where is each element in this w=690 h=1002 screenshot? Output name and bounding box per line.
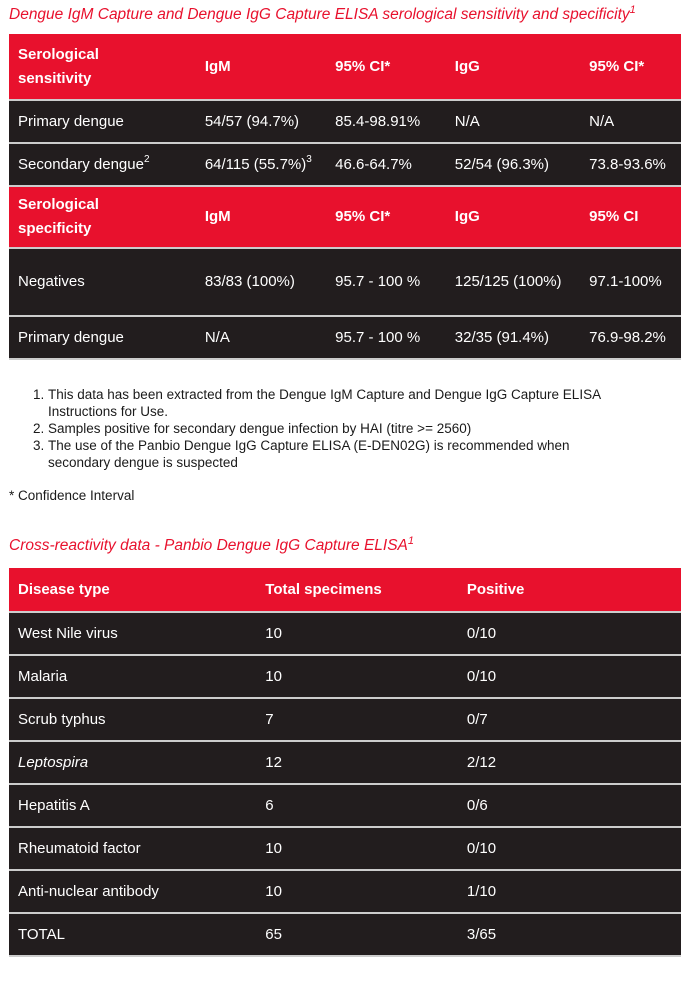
footnote-list: This data has been extracted from the De… — [9, 386, 609, 471]
row-label-cell: Primary dengue — [9, 99, 196, 143]
positive-cell: 0/7 — [457, 697, 681, 741]
header-cell-positive: Positive — [457, 568, 681, 612]
igm-value-cell: 54/57 (94.7%) — [195, 99, 327, 143]
table-row-leptospira: Leptospira 12 2/12 — [9, 740, 681, 784]
header-cell-igg-ci: 95% CI* — [580, 34, 681, 100]
igg-value-cell: 52/54 (96.3%) — [445, 142, 581, 186]
disease-cell: West Nile virus — [9, 611, 257, 655]
header-label-line2: specificity — [18, 220, 92, 237]
positive-cell: 0/10 — [457, 826, 681, 870]
positive-cell: 0/10 — [457, 611, 681, 655]
igm-ci-cell: 85.4-98.91% — [326, 99, 446, 143]
igm-ci-cell: 46.6-64.7% — [326, 142, 446, 186]
disease-cell: Malaria — [9, 654, 257, 698]
table2-title-footnote-ref: 1 — [407, 534, 415, 547]
igm-value-cell: N/A — [195, 315, 327, 359]
confidence-interval-note: * Confidence Interval — [9, 488, 135, 503]
cross-reactivity-header-row: Disease type Total specimens Positive — [9, 568, 681, 612]
table2-title: Cross-reactivity data - Panbio Dengue Ig… — [9, 534, 681, 556]
table-row-scrub-typhus: Scrub typhus 7 0/7 — [9, 697, 681, 741]
table2-title-text: Cross-reactivity data - Panbio Dengue Ig… — [9, 537, 408, 554]
footnote-ref-3: 3 — [306, 153, 312, 165]
table-row-primary-dengue-sensitivity: Primary dengue 54/57 (94.7%) 85.4-98.91%… — [9, 99, 681, 143]
row-label-cell: Negatives — [9, 247, 196, 316]
total-cell: 7 — [256, 697, 458, 741]
table-row-malaria: Malaria 10 0/10 — [9, 654, 681, 698]
positive-cell: 1/10 — [457, 869, 681, 913]
header-label-line1: Serological — [18, 196, 99, 213]
igg-ci-cell: 97.1-100% — [580, 247, 681, 316]
footnote-1: This data has been extracted from the De… — [48, 386, 609, 420]
positive-cell: 3/65 — [457, 912, 681, 956]
disease-cell: Scrub typhus — [9, 697, 257, 741]
igm-ci-cell: 95.7 - 100 % — [326, 315, 446, 359]
row-label: Secondary dengue — [18, 155, 144, 173]
sensitivity-specificity-table: Serological sensitivity IgM 95% CI* IgG 9… — [9, 34, 681, 360]
positive-cell: 0/10 — [457, 654, 681, 698]
row-label-cell: Secondary dengue2 — [9, 142, 196, 186]
cross-reactivity-table: Disease type Total specimens Positive We… — [9, 568, 681, 957]
table1-title: Dengue IgM Capture and Dengue IgG Captur… — [9, 3, 681, 25]
igg-value-cell: 125/125 (100%) — [445, 247, 581, 316]
igm-ci-cell: 95.7 - 100 % — [326, 247, 446, 316]
table1-title-text: Dengue IgM Capture and Dengue IgG Captur… — [9, 6, 630, 23]
table1-title-footnote-ref: 1 — [629, 3, 636, 16]
table-row-hepatitis-a: Hepatitis A 6 0/6 — [9, 783, 681, 827]
sensitivity-header-row: Serological sensitivity IgM 95% CI* IgG 9… — [9, 34, 681, 100]
specificity-header-row: Serological specificity IgM 95% CI* IgG 9… — [9, 185, 681, 248]
header-cell-igg: IgG — [445, 185, 581, 248]
table-row-rheumatoid-factor: Rheumatoid factor 10 0/10 — [9, 826, 681, 870]
total-cell: 12 — [256, 740, 458, 784]
header-cell-igm: IgM — [195, 185, 327, 248]
row-label-cell: Primary dengue — [9, 315, 196, 359]
disease-cell: Anti-nuclear antibody — [9, 869, 257, 913]
table-row-west-nile-virus: West Nile virus 10 0/10 — [9, 611, 681, 655]
document-page: Dengue IgM Capture and Dengue IgG Captur… — [0, 0, 690, 973]
header-cell-igm: IgM — [195, 34, 327, 100]
table-row-anti-nuclear-antibody: Anti-nuclear antibody 10 1/10 — [9, 869, 681, 913]
igg-ci-cell: 76.9-98.2% — [580, 315, 681, 359]
table-row-total: TOTAL 65 3/65 — [9, 912, 681, 956]
header-cell-igg-ci: 95% CI — [580, 185, 681, 248]
header-label-line1: Serological — [18, 45, 99, 63]
header-label-line2: sensitivity — [18, 69, 92, 87]
total-cell: 10 — [256, 826, 458, 870]
footnote-2: Samples positive for secondary dengue in… — [48, 420, 609, 437]
disease-cell: Hepatitis A — [9, 783, 257, 827]
table-row-secondary-dengue-sensitivity: Secondary dengue2 64/115 (55.7%)3 46.6-6… — [9, 142, 681, 186]
table-row-primary-dengue-specificity: Primary dengue N/A 95.7 - 100 % 32/35 (9… — [9, 315, 681, 359]
header-cell-igg: IgG — [445, 34, 581, 100]
igg-value-cell: 32/35 (91.4%) — [445, 315, 581, 359]
igm-value: 64/115 (55.7%) — [204, 155, 307, 173]
footnote-ref-2: 2 — [143, 153, 150, 165]
header-cell-igm-ci: 95% CI* — [326, 34, 446, 100]
table-row-negatives-specificity: Negatives 83/83 (100%) 95.7 - 100 % 125/… — [9, 247, 681, 316]
header-cell-serological-sensitivity: Serological sensitivity — [9, 34, 196, 100]
igg-value-cell: N/A — [445, 99, 581, 143]
total-cell: 10 — [256, 869, 458, 913]
header-cell-serological-specificity: Serological specificity — [9, 185, 196, 248]
positive-cell: 2/12 — [457, 740, 681, 784]
header-cell-disease-type: Disease type — [9, 568, 257, 612]
header-cell-igm-ci: 95% CI* — [326, 185, 446, 248]
total-cell: 6 — [256, 783, 458, 827]
total-cell: 65 — [256, 912, 458, 956]
footnotes-block: This data has been extracted from the De… — [9, 386, 681, 504]
total-cell: 10 — [256, 654, 458, 698]
row-label: Primary dengue — [18, 112, 124, 130]
positive-cell: 0/6 — [457, 783, 681, 827]
igm-value-cell: 83/83 (100%) — [195, 247, 327, 316]
disease-cell: Rheumatoid factor — [9, 826, 257, 870]
disease-cell: TOTAL — [9, 912, 257, 956]
header-cell-total-specimens: Total specimens — [256, 568, 458, 612]
total-cell: 10 — [256, 611, 458, 655]
footnote-3: The use of the Panbio Dengue IgG Capture… — [48, 437, 609, 471]
disease-cell: Leptospira — [9, 740, 257, 784]
igg-ci-cell: N/A — [580, 99, 681, 143]
igm-value-cell: 64/115 (55.7%)3 — [195, 142, 327, 186]
igg-ci-cell: 73.8-93.6% — [580, 142, 681, 186]
